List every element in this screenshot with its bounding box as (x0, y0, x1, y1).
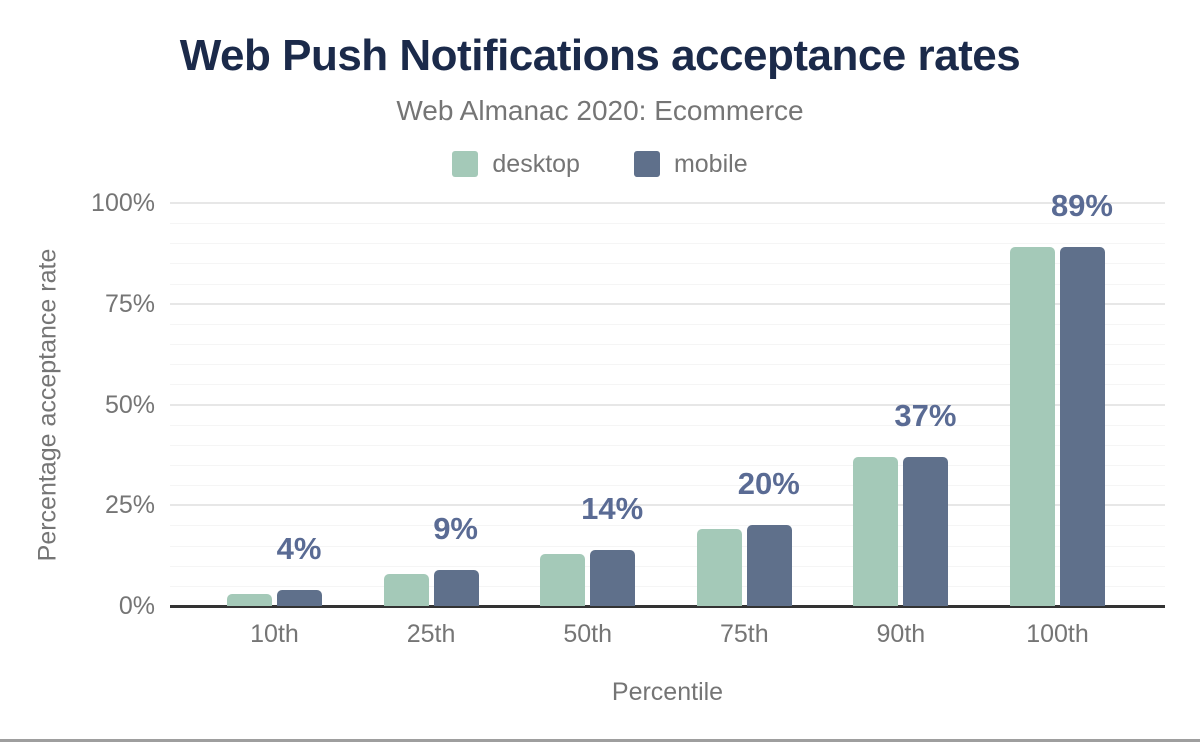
bar-group-10th: 4% (227, 203, 322, 606)
bar-group-25th: 9% (383, 203, 479, 606)
bar-value-label: 4% (276, 530, 322, 566)
y-tick-label: 75% (104, 289, 155, 318)
x-axis-title: Percentile (611, 678, 724, 706)
y-tick-label: 25% (104, 491, 155, 520)
chart-title: Web Push Notifications acceptance rates (179, 31, 1021, 80)
major-gridline (170, 403, 1165, 406)
bar-mobile-10th (277, 589, 322, 606)
x-axis-ticks: 10th 25th 50th 75th 90th 100th (227, 620, 1105, 649)
legend-swatch-mobile (633, 151, 660, 178)
minor-gridline (170, 263, 1165, 265)
minor-gridline (170, 485, 1165, 487)
bar-value-label: 20% (737, 466, 800, 502)
legend-item-desktop: desktop (452, 150, 580, 179)
bar-value-label: 9% (433, 510, 478, 546)
bar-mobile-25th (433, 569, 479, 606)
bar-groups: 4% 9% 14% 20% 37% 89% (227, 190, 1113, 606)
legend: desktop mobile (0, 150, 1200, 179)
legend-label-mobile: mobile (673, 149, 748, 178)
minor-gridline (170, 384, 1165, 386)
major-gridline (170, 302, 1165, 305)
minor-gridline (170, 323, 1165, 325)
bar-desktop-25th (383, 573, 429, 606)
minor-gridline (170, 223, 1165, 225)
bar-value-label: 14% (581, 490, 644, 526)
x-axis-line (170, 605, 1165, 608)
x-tick-label-100th: 100th (1026, 620, 1089, 648)
bar-group-100th: 89% (1009, 190, 1113, 606)
bar-mobile-90th (903, 456, 949, 606)
minor-gridline (170, 283, 1165, 285)
bar-group-75th: 20% (696, 203, 800, 606)
minor-gridline (170, 464, 1165, 466)
minor-gridline (170, 344, 1165, 346)
minor-gridline (170, 364, 1165, 366)
minor-gridline (170, 565, 1165, 567)
minor-gridline (170, 444, 1165, 446)
chart-subtitle: Web Almanac 2020: Ecommerce (396, 95, 804, 127)
y-tick-label: 0% (118, 592, 155, 620)
x-tick-label-10th: 10th (250, 620, 299, 648)
minor-gridline (170, 525, 1165, 527)
legend-label-desktop: desktop (492, 149, 580, 178)
bar-group-90th: 37% (853, 203, 956, 606)
x-tick-label-50th: 50th (563, 620, 613, 648)
bar-value-label: 37% (894, 397, 957, 433)
bar-group-50th: 14% (540, 203, 643, 606)
minor-gridline (170, 243, 1165, 245)
legend-item-mobile: mobile (633, 149, 748, 179)
plot-area: 4% 9% 14% 20% 37% 89% 0% 25% 50% 75% 100% 10th 25t… (34, 190, 1165, 706)
x-tick-label-90th: 90th (876, 620, 926, 648)
major-gridline (170, 504, 1165, 507)
bar-desktop-10th (227, 593, 272, 606)
bar-mobile-75th (746, 525, 792, 606)
bar-mobile-100th (1059, 247, 1105, 606)
bar-desktop-50th (540, 553, 586, 606)
minor-gridline (170, 545, 1165, 547)
bar-desktop-75th (696, 529, 742, 606)
x-tick-label-25th: 25th (406, 620, 456, 648)
y-axis-title: Percentage acceptance rate (33, 248, 62, 561)
x-tick-label-75th: 75th (719, 620, 769, 648)
y-tick-label: 50% (104, 390, 155, 419)
minor-gridline (170, 424, 1165, 426)
minor-gridline (170, 585, 1165, 587)
legend-swatch-desktop (452, 151, 479, 178)
bar-desktop-100th (1009, 247, 1055, 606)
y-tick-label: 100% (91, 189, 155, 217)
bar-value-label: 89% (1050, 188, 1113, 224)
bar-desktop-90th (853, 456, 899, 606)
major-gridline (170, 202, 1165, 204)
bar-mobile-50th (590, 549, 636, 606)
